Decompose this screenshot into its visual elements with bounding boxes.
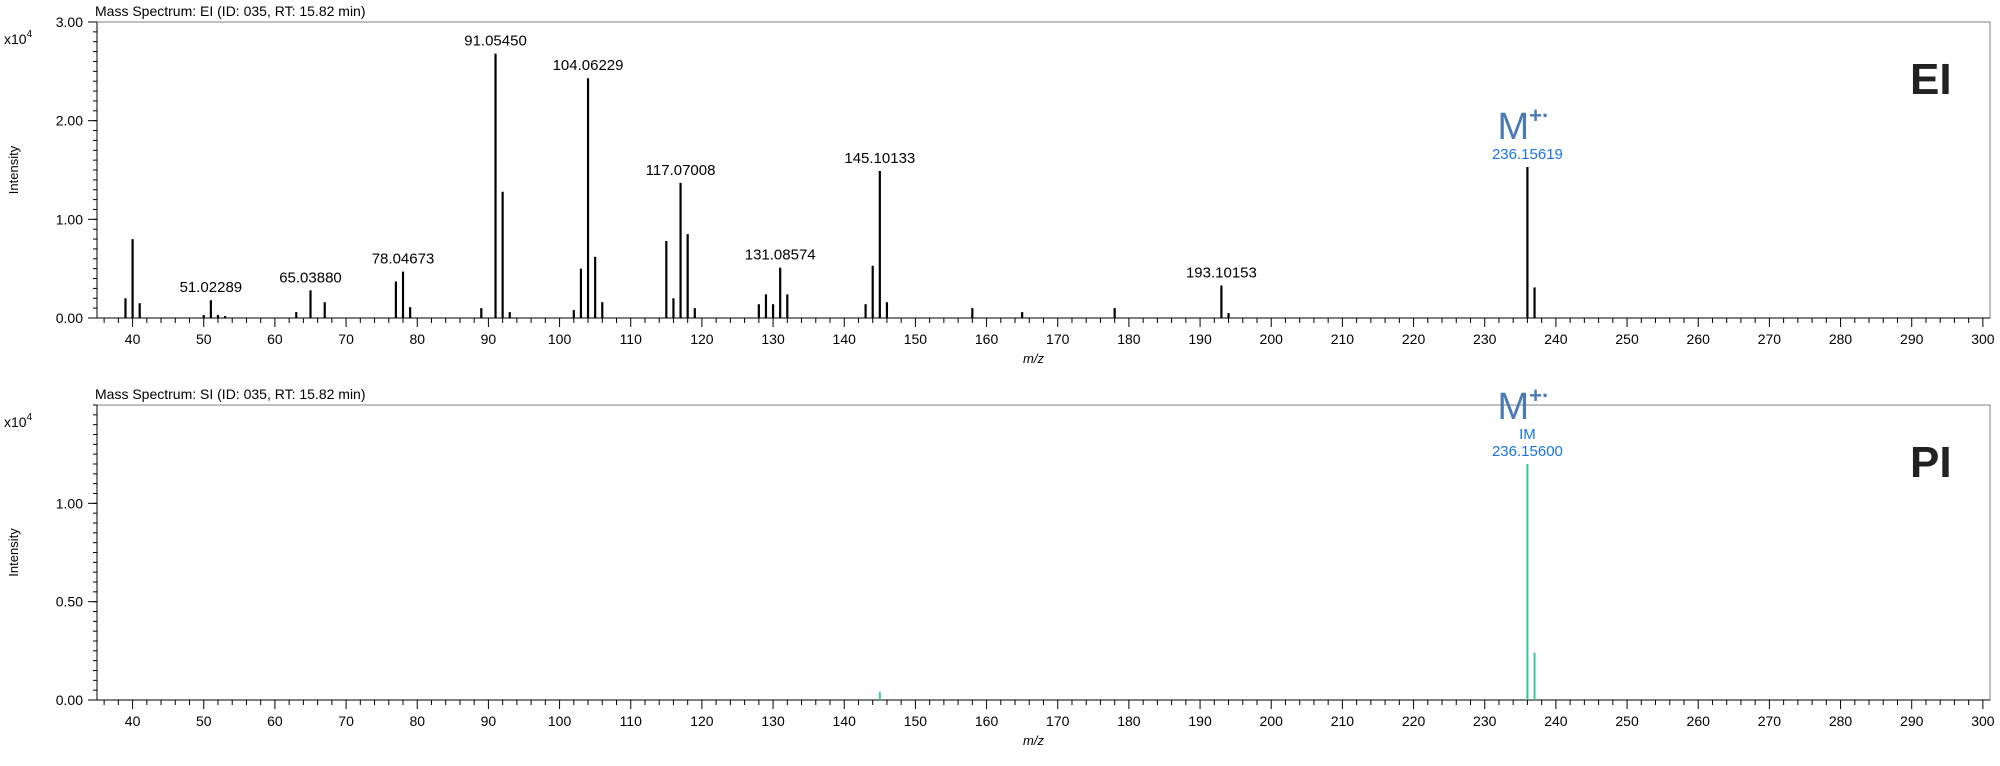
pi-x-tick-label: 120	[690, 713, 714, 729]
ei-peak-label: 236.15619	[1492, 146, 1563, 163]
ei-x-tick-label: 260	[1687, 331, 1711, 347]
ei-x-tick-label: 300	[1971, 331, 1995, 347]
ei-peak-label: 65.03880	[279, 269, 342, 286]
ei-peak-label: 51.02289	[180, 279, 243, 296]
ei-x-tick-label: 230	[1473, 331, 1497, 347]
ei-peak-label: 117.07008	[646, 162, 716, 179]
ei-y-tick-label: 2.00	[56, 113, 83, 129]
pi-y-tick-label: 1.00	[56, 495, 83, 511]
ei-x-tick-label: 120	[690, 331, 714, 347]
ei-x-tick-label: 50	[196, 331, 212, 347]
ei-x-tick-label: 170	[1046, 331, 1070, 347]
pi-x-tick-label: 190	[1188, 713, 1212, 729]
ei-x-tick-label: 130	[761, 331, 785, 347]
pi-x-tick-label: 200	[1260, 713, 1284, 729]
ei-x-tick-label: 180	[1117, 331, 1141, 347]
ei-x-tick-label: 110	[620, 331, 643, 347]
ei-x-tick-label: 140	[833, 331, 857, 347]
pi-x-tick-label: 80	[409, 713, 425, 729]
pi-x-tick-label: 100	[548, 713, 572, 729]
pi-corner-label: PI	[1910, 438, 1952, 487]
ei-chart-title: Mass Spectrum: EI (ID: 035, RT: 15.82 mi…	[95, 3, 366, 19]
pi-x-tick-label: 110	[620, 713, 643, 729]
pi-x-tick-label: 180	[1117, 713, 1141, 729]
ei-x-axis-label: m/z	[1023, 351, 1044, 366]
ei-x-tick-label: 240	[1544, 331, 1568, 347]
pi-chart-title: Mass Spectrum: SI (ID: 035, RT: 15.82 mi…	[95, 386, 366, 402]
ei-x-tick-label: 60	[267, 331, 283, 347]
pi-x-tick-label: 250	[1615, 713, 1639, 729]
pi-x-tick-label: 290	[1900, 713, 1924, 729]
ei-x-tick-label: 200	[1260, 331, 1284, 347]
pi-x-tick-label: 270	[1758, 713, 1782, 729]
ei-peak-label: 104.06229	[553, 57, 624, 74]
pi-x-tick-label: 280	[1829, 713, 1853, 729]
ei-x-tick-label: 40	[125, 331, 141, 347]
pi-x-tick-label: 60	[267, 713, 283, 729]
ei-scale-label: x104	[4, 29, 33, 47]
pi-scale-label: x104	[4, 412, 33, 430]
pi-x-tick-label: 140	[833, 713, 857, 729]
ei-x-tick-label: 70	[338, 331, 354, 347]
pi-x-tick-label: 40	[125, 713, 141, 729]
pi-x-tick-label: 260	[1687, 713, 1711, 729]
pi-x-tick-label: 230	[1473, 713, 1497, 729]
ei-y-axis-label: Intensity	[6, 145, 21, 194]
ei-spectrum-panel: Mass Spectrum: EI (ID: 035, RT: 15.82 mi…	[4, 3, 1995, 366]
ei-y-tick-label: 1.00	[56, 211, 83, 227]
pi-x-tick-label: 130	[761, 713, 785, 729]
pi-x-axis-label: m/z	[1023, 733, 1044, 748]
ei-x-tick-label: 290	[1900, 331, 1924, 347]
pi-x-tick-label: 160	[975, 713, 999, 729]
ei-x-tick-label: 250	[1615, 331, 1639, 347]
ei-x-tick-label: 210	[1331, 331, 1355, 347]
pi-x-tick-label: 300	[1971, 713, 1995, 729]
ei-x-tick-label: 280	[1829, 331, 1853, 347]
pi-x-tick-label: 210	[1331, 713, 1355, 729]
ei-peak-label: 131.08574	[745, 247, 816, 264]
pi-x-tick-label: 220	[1402, 713, 1426, 729]
ei-x-tick-label: 190	[1188, 331, 1212, 347]
pi-peak-label: 236.15600	[1492, 443, 1563, 460]
ei-molecular-ion-label: M+·	[1498, 103, 1550, 148]
ei-x-tick-label: 150	[904, 331, 928, 347]
ei-x-tick-label: 160	[975, 331, 999, 347]
ei-peak-label: 91.05450	[464, 33, 527, 50]
pi-x-tick-label: 70	[338, 713, 354, 729]
ei-plot-frame	[96, 21, 1991, 319]
ei-peak-label: 145.10133	[844, 150, 915, 167]
ei-peak-label: 193.10153	[1186, 264, 1257, 281]
pi-y-tick-label: 0.50	[56, 594, 83, 610]
ei-corner-label: EI	[1910, 55, 1952, 104]
pi-y-axis-label: Intensity	[6, 528, 21, 577]
pi-molecular-ion-label: M+·	[1498, 383, 1550, 428]
pi-x-tick-label: 90	[481, 713, 497, 729]
pi-spectrum-panel: Mass Spectrum: SI (ID: 035, RT: 15.82 mi…	[4, 383, 1995, 748]
ei-y-tick-label: 3.00	[56, 14, 83, 30]
ei-x-tick-label: 100	[548, 331, 572, 347]
pi-y-tick-label: 0.00	[56, 692, 83, 708]
ei-x-tick-label: 270	[1758, 331, 1782, 347]
ei-x-tick-label: 80	[409, 331, 425, 347]
pi-x-tick-label: 240	[1544, 713, 1568, 729]
pi-x-tick-label: 150	[904, 713, 928, 729]
ei-y-tick-label: 0.00	[56, 310, 83, 326]
ei-peak-label: 78.04673	[372, 251, 435, 268]
ei-x-tick-label: 90	[481, 331, 497, 347]
pi-peak-assignment-label: IM	[1519, 426, 1536, 443]
pi-plot-frame	[96, 404, 1991, 701]
ei-x-tick-label: 220	[1402, 331, 1426, 347]
pi-x-tick-label: 50	[196, 713, 212, 729]
pi-x-tick-label: 170	[1046, 713, 1070, 729]
